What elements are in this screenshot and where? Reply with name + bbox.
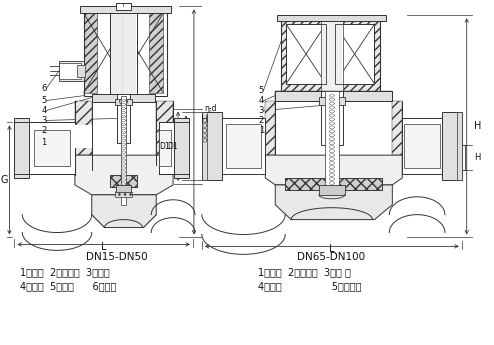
Bar (202, 112, 222, 180)
Bar (59, 63, 81, 79)
Bar (92, 93, 155, 101)
Text: D1: D1 (160, 142, 170, 151)
Polygon shape (149, 13, 163, 93)
Polygon shape (319, 185, 345, 195)
Bar (319, 97, 345, 105)
Bar (202, 112, 207, 180)
Text: 1、阀体  2、阀塞组  3、弹 簧: 1、阀体 2、阀塞组 3、弹 簧 (258, 267, 351, 277)
Text: L: L (101, 243, 106, 253)
Bar (404, 125, 440, 168)
Text: DN65-DN100: DN65-DN100 (297, 252, 365, 262)
Text: H: H (474, 121, 481, 131)
Polygon shape (116, 185, 131, 192)
Bar (442, 112, 462, 180)
Bar (325, 91, 339, 190)
Text: D1: D1 (167, 142, 178, 151)
Bar (281, 19, 380, 93)
Polygon shape (75, 155, 173, 195)
Bar (222, 118, 265, 174)
Bar (84, 9, 167, 96)
Text: 2: 2 (41, 126, 47, 135)
Polygon shape (265, 101, 275, 155)
Text: 1、阀体  2、阀塞组  3、弹簧: 1、阀体 2、阀塞组 3、弹簧 (20, 267, 110, 277)
Bar (59, 61, 84, 81)
Bar (159, 122, 174, 174)
Polygon shape (275, 91, 392, 101)
Text: 3: 3 (259, 106, 264, 115)
Bar (457, 112, 462, 180)
Text: 5: 5 (259, 86, 264, 95)
Bar (285, 178, 382, 190)
Bar (80, 6, 171, 13)
Polygon shape (275, 185, 392, 220)
Bar (117, 93, 130, 143)
Bar (14, 118, 29, 178)
Text: 3: 3 (41, 116, 47, 125)
Polygon shape (84, 13, 97, 93)
Text: 4: 4 (41, 106, 47, 115)
Bar (226, 125, 261, 168)
Text: H: H (201, 116, 208, 126)
Text: 1: 1 (41, 138, 47, 147)
Bar (116, 3, 131, 10)
Bar (281, 19, 380, 93)
Bar (110, 175, 137, 187)
Bar (335, 24, 374, 84)
Bar (275, 91, 392, 101)
Polygon shape (265, 155, 402, 185)
Text: 4: 4 (259, 96, 264, 105)
Bar (77, 65, 85, 77)
Bar (115, 192, 132, 197)
Bar (121, 96, 126, 205)
Bar (110, 9, 137, 96)
Bar (277, 15, 386, 21)
Bar (321, 91, 343, 145)
Bar (159, 130, 171, 166)
Text: 1: 1 (259, 126, 264, 135)
Text: 5: 5 (41, 96, 47, 105)
Polygon shape (392, 101, 402, 155)
Polygon shape (75, 101, 92, 155)
Bar (110, 9, 137, 96)
Bar (402, 118, 442, 174)
Text: 2: 2 (259, 116, 264, 125)
Polygon shape (156, 101, 173, 155)
Text: H: H (474, 152, 480, 161)
Text: 4、阀盖  5、铁芯      6、线圈: 4、阀盖 5、铁芯 6、线圈 (20, 281, 117, 291)
Text: L: L (329, 244, 334, 254)
Bar (275, 91, 392, 101)
Polygon shape (92, 195, 156, 228)
Bar (29, 122, 75, 174)
Bar (335, 24, 374, 84)
Bar (286, 24, 326, 84)
Text: n-d: n-d (205, 104, 217, 113)
Bar (445, 145, 465, 170)
Bar (286, 24, 326, 84)
Polygon shape (75, 125, 92, 148)
Text: 6: 6 (41, 84, 47, 93)
Text: 4、阀盖                5、电磁铁: 4、阀盖 5、电磁铁 (258, 281, 362, 291)
Bar (285, 178, 382, 190)
Bar (110, 175, 137, 187)
Text: G: G (0, 175, 8, 185)
Bar (115, 99, 132, 105)
Bar (174, 118, 189, 178)
Text: DN15-DN50: DN15-DN50 (86, 252, 147, 262)
Bar (34, 130, 70, 166)
Bar (321, 19, 343, 93)
